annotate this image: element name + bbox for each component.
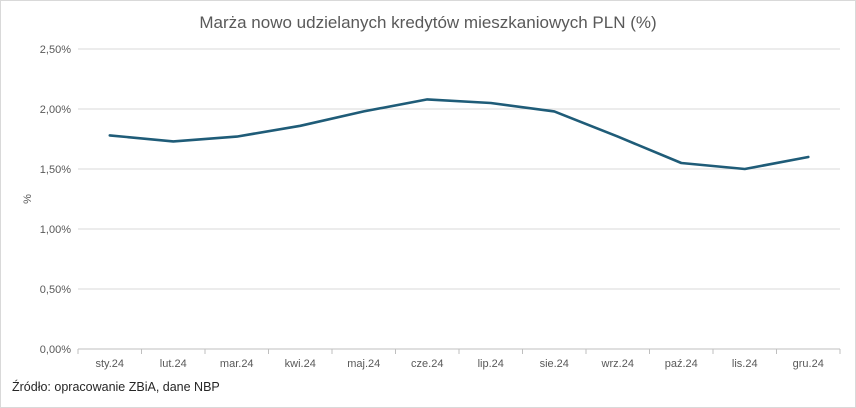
y-tick-label: 1,50%: [40, 164, 71, 176]
x-tick-label: wrz.24: [601, 358, 634, 370]
x-tick-label: lut.24: [160, 358, 187, 370]
x-tick-label: gru.24: [793, 358, 824, 370]
x-tick-label: sty.24: [95, 358, 124, 370]
y-tick-label: 2,50%: [40, 44, 71, 56]
x-tick-label: maj.24: [347, 358, 380, 370]
y-tick-label: 1,00%: [40, 224, 71, 236]
y-axis-label: %: [22, 194, 34, 204]
x-tick-label: lip.24: [478, 358, 504, 370]
x-tick-label: paź.24: [665, 358, 698, 370]
source-note: Źródło: opracowanie ZBiA, dane NBP: [12, 380, 220, 394]
x-tick-label: sie.24: [540, 358, 569, 370]
y-tick-label: 2,00%: [40, 104, 71, 116]
x-tick-label: kwi.24: [285, 358, 316, 370]
y-tick-label: 0,00%: [40, 344, 71, 356]
chart-title: Marża nowo udzielanych kredytów mieszkan…: [199, 13, 657, 32]
y-tick-label: 0,50%: [40, 284, 71, 296]
x-tick-label: lis.24: [732, 358, 758, 370]
x-tick-label: mar.24: [220, 358, 254, 370]
x-tick-label: cze.24: [411, 358, 443, 370]
series-line: [108, 98, 810, 171]
